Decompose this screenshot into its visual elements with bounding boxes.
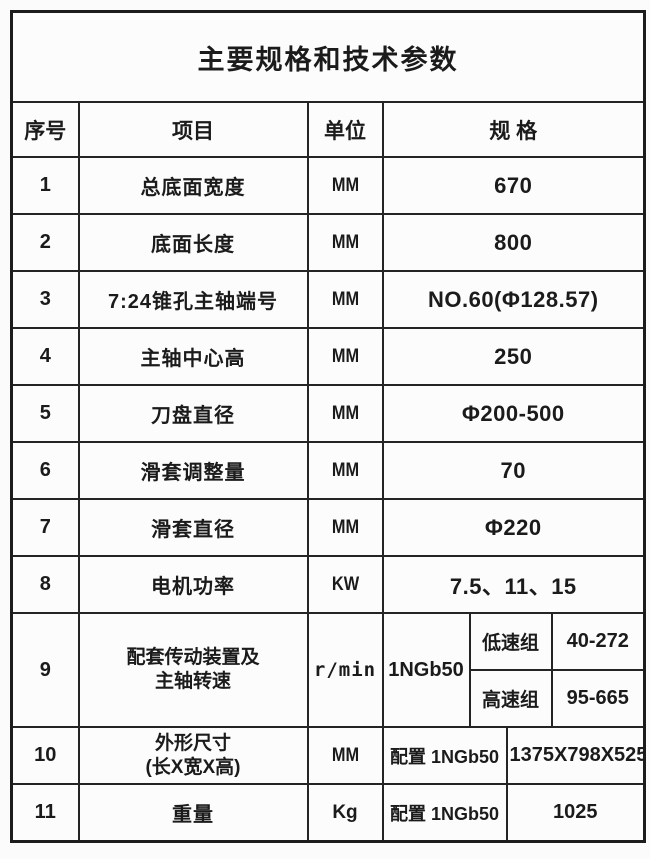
table-row-6: 6 滑套调整量 MM 70 [10,441,646,500]
row-unit: MM [311,498,379,557]
low-speed-group-value: 40-272 [550,612,646,671]
config-label: 配置 1NGb50 [381,726,508,785]
row-spec: 70 [381,441,646,500]
row-item: 总底面宽度 [77,156,309,215]
row-unit: r/min [306,612,384,728]
row-no: 10 [10,726,80,785]
row-item: 电机功率 [77,555,309,614]
row-spec: NO.60(Φ128.57) [381,270,646,329]
row-item: 重量 [77,783,309,843]
row-no: 6 [10,441,80,500]
row-item-line2: 主轴转速 [154,671,231,692]
table-row-3: 3 7:24锥孔主轴端号 MM NO.60(Φ128.57) [10,270,646,329]
row-no: 5 [10,384,80,443]
table-row-9: 9 配套传动装置及 主轴转速 r/min 1NGb50 低速组 40-272 [10,612,646,728]
row-item-line2: (长X宽X高) [145,756,241,778]
row-spec: 800 [381,213,646,272]
row-no: 1 [10,156,80,215]
row-no: 7 [10,498,80,557]
col-header-item: 项目 [77,101,309,158]
row-spec: 1375X798X525 [505,726,646,785]
table-row-4: 4 主轴中心高 MM 250 [10,327,646,386]
table-row-10: 10 外形尺寸 (长X宽X高) MM 配置 1NGb50 1375X798X52… [10,726,646,785]
row-item: 底面长度 [77,213,309,272]
row-unit: Kg [306,783,384,843]
page-title: 主要规格和技术参数 [10,10,646,103]
table-row-5: 5 刀盘直径 MM Φ200-500 [10,384,646,443]
gearbox-model: 1NGb50 [381,612,471,728]
row-unit: MM [311,384,379,443]
row-item-line1: 外形尺寸 [154,732,231,754]
row-item: 刀盘直径 [77,384,309,443]
row-item: 滑套调整量 [77,441,309,500]
row-no: 4 [10,327,80,386]
row-spec: 7.5、11、15 [381,555,646,614]
row-unit: MM [311,270,379,329]
low-speed-group-label: 低速组 [468,612,553,671]
row-no: 11 [10,783,80,843]
row-spec: Φ220 [381,498,646,557]
row-no: 9 [10,612,80,728]
col-header-no: 序号 [10,101,80,158]
row-spec: 1025 [505,783,646,843]
row-item: 配套传动装置及 主轴转速 [77,612,309,728]
table-row-11: 11 重量 Kg 配置 1NGb50 1025 [10,783,646,843]
row-spec: 670 [381,156,646,215]
row-spec: Φ200-500 [381,384,646,443]
row-no: 8 [10,555,80,614]
row-unit: KW [311,555,379,614]
high-speed-group-value: 95-665 [550,669,646,728]
row-spec: 250 [381,327,646,386]
row-item: 滑套直径 [77,498,309,557]
row-no: 3 [10,270,80,329]
high-speed-group-label: 高速组 [468,669,553,728]
row-item: 主轴中心高 [77,327,309,386]
table-row-9b: 高速组 95-665 [12,669,646,728]
title-row: 主要规格和技术参数 [10,10,646,103]
spec-table: 主要规格和技术参数 序号 项目 单位 规 格 1 总底面宽度 MM 670 2 … [10,10,647,843]
header-row: 序号 项目 单位 规 格 [10,101,646,158]
col-header-unit: 单位 [306,101,384,158]
table-row-8: 8 电机功率 KW 7.5、11、15 [10,555,646,614]
row-unit: MM [311,441,379,500]
table-row-1: 1 总底面宽度 MM 670 [10,156,646,215]
config-label: 配置 1NGb50 [381,783,508,843]
row-no: 2 [10,213,80,272]
row-unit: MM [311,156,379,215]
col-header-spec: 规 格 [381,101,646,158]
table-row-7: 7 滑套直径 MM Φ220 [10,498,646,557]
row-item: 外形尺寸 (长X宽X高) [77,726,309,785]
row-unit: MM [311,213,379,272]
table-row-2: 2 底面长度 MM 800 [10,213,646,272]
row-item: 7:24锥孔主轴端号 [77,270,309,329]
row-unit: MM [311,726,379,785]
row-unit: MM [311,327,379,386]
row-item-line1: 配套传动装置及 [126,647,260,669]
